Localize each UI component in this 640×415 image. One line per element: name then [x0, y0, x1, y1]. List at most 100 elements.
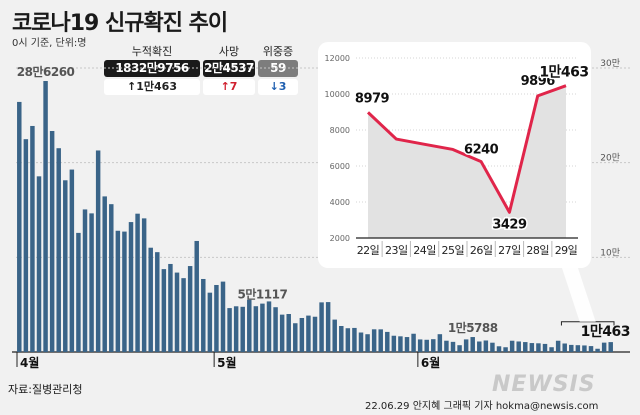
- unit-note: 0시 기준, 단위:명: [12, 38, 87, 49]
- daily-bar: [332, 319, 337, 352]
- daily-bar: [582, 345, 587, 352]
- daily-bar: [325, 302, 331, 352]
- cumulative-change: ↑1만463: [104, 79, 200, 95]
- daily-bar: [201, 278, 206, 352]
- daily-bar: [227, 308, 232, 352]
- daily-bar: [391, 335, 397, 352]
- daily-bar: [174, 272, 180, 352]
- daily-bar: [398, 336, 403, 352]
- daily-bar: [365, 334, 370, 352]
- daily-bar: [56, 148, 61, 352]
- deaths-label: 사망: [218, 45, 240, 58]
- bar-value-label: 1만463: [581, 324, 630, 340]
- inset-value-label: 6240: [464, 143, 499, 158]
- daily-bar: [490, 342, 495, 352]
- daily-bar: [417, 339, 423, 352]
- daily-bar: [569, 344, 574, 352]
- inset-value-label: 9896: [521, 74, 556, 89]
- daily-bar: [549, 347, 554, 352]
- daily-bar: [542, 343, 548, 352]
- inset-x-label: 28일: [526, 243, 549, 257]
- inset-line: [366, 84, 567, 214]
- daily-bar: [529, 343, 535, 352]
- inset-x-label: 24일: [413, 243, 436, 257]
- daily-bar: [161, 269, 167, 352]
- cumulative-label: 누적확진: [131, 45, 173, 58]
- daily-bar: [247, 299, 252, 352]
- daily-bar: [345, 328, 351, 352]
- daily-bar: [463, 339, 469, 352]
- daily-bar: [562, 343, 567, 352]
- main-y-tick: 20만: [600, 153, 620, 164]
- daily-bar: [181, 278, 186, 352]
- daily-bar: [194, 240, 199, 352]
- daily-bar: [601, 342, 607, 352]
- daily-bar: [385, 331, 390, 352]
- daily-bar: [358, 332, 364, 352]
- daily-bar: [339, 326, 344, 352]
- daily-bar: [509, 340, 515, 352]
- daily-bar: [233, 306, 239, 352]
- credit-line: 22.06.29 안지혜 그래픽 기자 hokma@newsis.com: [365, 401, 599, 412]
- daily-bar: [49, 130, 55, 352]
- daily-bar: [575, 345, 581, 352]
- daily-bar: [220, 281, 226, 352]
- daily-bar: [168, 263, 173, 352]
- inset-x-label: 23일: [385, 243, 408, 257]
- daily-bar: [135, 213, 140, 352]
- daily-bar: [128, 222, 134, 352]
- month-label: 5월: [217, 355, 236, 370]
- main-y-tick: 30만: [600, 58, 620, 69]
- daily-bar: [371, 329, 377, 352]
- daily-bar: [516, 341, 521, 352]
- daily-bar: [496, 346, 502, 352]
- daily-bar: [411, 333, 416, 352]
- main-annotations: 28만6260 5만1117 1만5788 1만463: [17, 64, 631, 340]
- inset-y-tick: 6000: [330, 162, 350, 171]
- month-label: 4월: [20, 355, 39, 370]
- daily-bar: [155, 252, 160, 352]
- daily-bar: [588, 346, 594, 352]
- inset-area: [368, 85, 566, 238]
- inset-y-tick: 8000: [330, 126, 350, 135]
- daily-bar: [457, 345, 462, 352]
- source-note: 자료:질병관리청: [8, 383, 83, 396]
- daily-bar: [319, 302, 324, 352]
- daily-bar: [148, 247, 153, 352]
- bar-value-label: 1만5788: [448, 320, 498, 335]
- daily-bar: [102, 196, 107, 352]
- daily-bar: [253, 306, 259, 352]
- inset-y-tick: 10000: [325, 90, 350, 99]
- daily-bar: [36, 176, 42, 352]
- zoom-bracket: [560, 321, 615, 326]
- daily-bar: [141, 218, 147, 352]
- inset-x-label: 26일: [470, 243, 493, 257]
- inset-line-chart: 2000 4000 6000 8000 10000 12000 22일 23일 24일 25일 26…: [318, 42, 591, 268]
- inset-x-label: 27일: [498, 243, 521, 257]
- daily-bar: [273, 307, 278, 352]
- daily-bar: [109, 204, 114, 352]
- main-y-tick: 10만: [600, 247, 620, 258]
- daily-bar: [207, 292, 213, 352]
- daily-bar: [536, 343, 541, 352]
- daily-bar: [424, 339, 429, 352]
- daily-bar: [299, 317, 305, 352]
- daily-bar: [555, 340, 561, 352]
- daily-bar: [306, 315, 311, 352]
- inset-y-tick: 2000: [330, 234, 350, 243]
- daily-bar: [82, 209, 88, 352]
- daily-bar: [352, 327, 357, 352]
- daily-bar: [477, 341, 482, 352]
- daily-bar: [450, 341, 456, 352]
- daily-bar: [608, 342, 613, 352]
- bar-value-label: 5만1117: [238, 287, 288, 302]
- critical-value: 59: [258, 60, 298, 77]
- page-title: 코로나19 신규확진 추이: [12, 11, 228, 36]
- inset-value-label: 3429: [492, 217, 527, 232]
- daily-bar: [483, 340, 489, 352]
- daily-bar: [187, 266, 193, 352]
- daily-bar: [404, 337, 410, 352]
- daily-bar: [431, 339, 436, 352]
- daily-bar: [115, 230, 121, 352]
